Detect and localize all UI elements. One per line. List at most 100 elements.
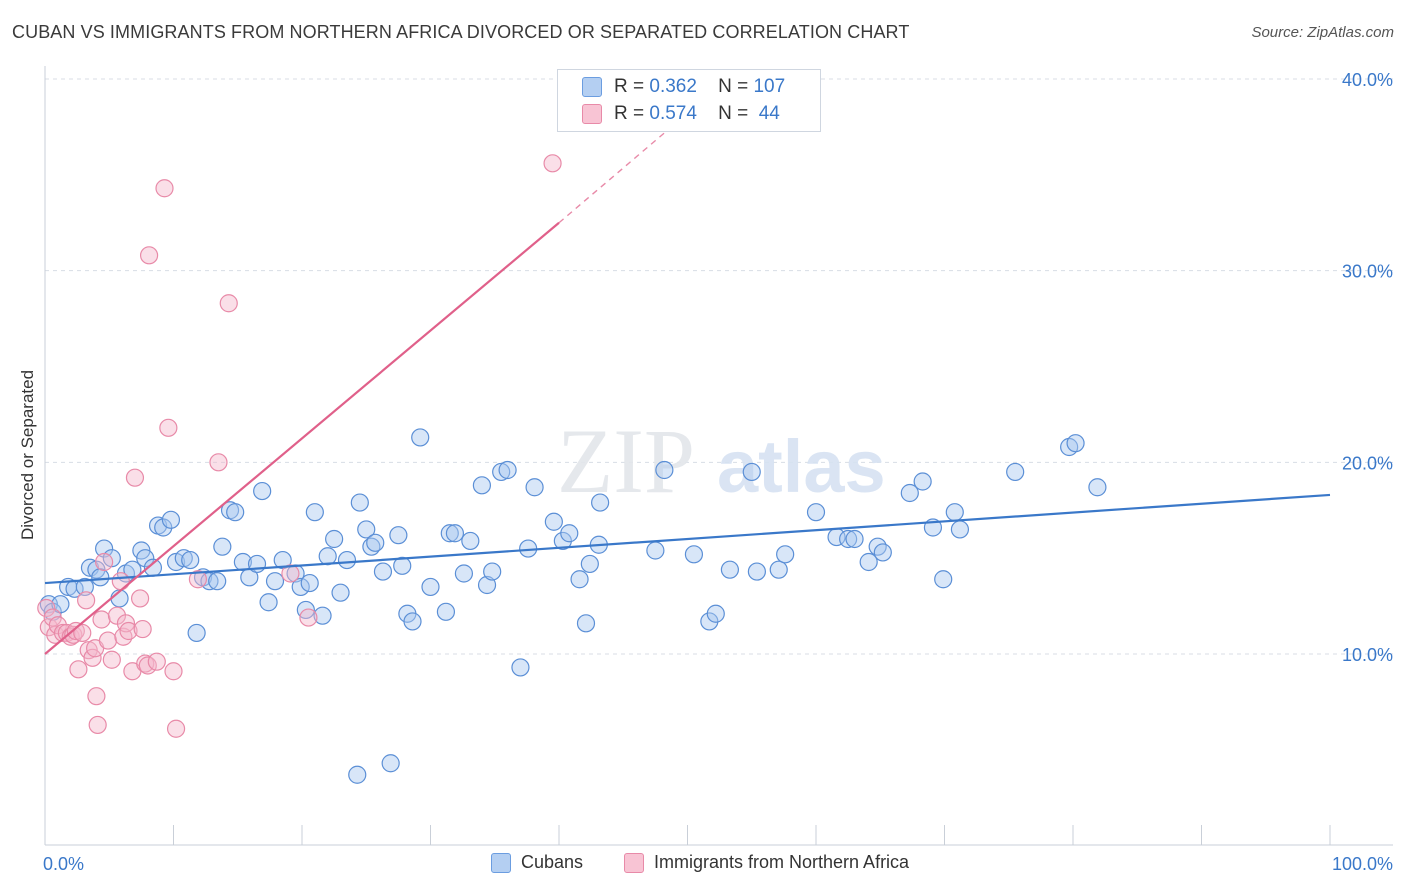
immigrants-points (37, 154, 562, 738)
x-tick-label: 100.0% (1332, 854, 1393, 874)
cubans-point (1006, 462, 1025, 482)
cubans-point (411, 428, 430, 447)
immigrants-point (37, 598, 56, 618)
cubans-trend-line (44, 493, 1331, 585)
grid-lines (45, 78, 1393, 655)
watermark-zip: ZIP (557, 410, 695, 512)
immigrants-point (66, 621, 85, 641)
cubans-point (1066, 434, 1085, 453)
immigrants-point (281, 564, 300, 583)
immigrants-legend-swatch (624, 853, 644, 874)
cubans-point (325, 529, 344, 549)
cubans-point (305, 503, 324, 522)
y-tick-label: 10.0% (1342, 645, 1393, 665)
cubans-point (945, 503, 964, 522)
cubans-point (403, 612, 422, 631)
cubans-point (366, 533, 385, 552)
cubans-point (208, 572, 227, 591)
cubans-point (313, 606, 332, 625)
immigrants-point (125, 468, 145, 487)
immigrants-point (130, 589, 150, 608)
cubans-legend-label: Cubans (521, 852, 584, 872)
immigrants-point (87, 687, 106, 706)
cubans-point (747, 562, 766, 581)
immigrants-point (209, 453, 228, 472)
cubans-point (913, 472, 932, 491)
source-credit: Source: ZipAtlas.com (1251, 24, 1394, 41)
cubans-point (357, 520, 376, 539)
cubans-point (839, 529, 858, 549)
immigrants-point (95, 552, 114, 572)
legend-row-immigrants: R = 0.574 N = 44 (582, 103, 780, 125)
cubans-point (655, 460, 674, 480)
cubans-point (511, 658, 530, 677)
immigrants-point (159, 418, 178, 437)
cubans-point (181, 550, 200, 570)
r-value-immigrants: 0.574 (649, 103, 697, 124)
cubans-point (1088, 478, 1107, 497)
cubans-point (934, 570, 953, 589)
cubans-point (161, 510, 181, 529)
immigrants-point (88, 715, 107, 735)
immigrants-point (136, 654, 155, 673)
cubans-point (213, 537, 232, 556)
immigrants-point (188, 570, 208, 589)
cubans-point (560, 524, 579, 543)
immigrants-point (102, 650, 121, 669)
cubans-point (646, 541, 665, 560)
cubans-point (873, 543, 892, 562)
immigrants-point (139, 246, 159, 265)
x-tick-labels: 0.0% 100.0% (43, 854, 1393, 874)
cubans-points (39, 428, 1107, 784)
immigrants-point (543, 154, 562, 173)
cubans-point (373, 562, 393, 581)
cubans-point (845, 529, 864, 549)
cubans-point (445, 524, 465, 543)
immigrants-point (166, 719, 186, 738)
cubans-point (461, 531, 480, 551)
cubans-point (684, 545, 704, 564)
n-value-cubans: 107 (753, 76, 786, 97)
cubans-point (259, 593, 278, 612)
cubans-point (454, 564, 474, 583)
cubans-point (393, 556, 412, 575)
cubans-point (337, 550, 357, 570)
cubans-point (154, 518, 173, 537)
cubans-point (51, 595, 70, 614)
cubans-point (273, 550, 292, 570)
cubans-point (348, 765, 367, 784)
cubans-point (492, 462, 511, 482)
legend-item-cubans[interactable]: Cubans (491, 852, 584, 874)
immigrants-point (119, 621, 138, 641)
n-label: N = (718, 76, 749, 97)
immigrants-trend-line (44, 221, 560, 655)
cubans-point (440, 524, 459, 543)
cubans-point (136, 549, 155, 568)
legend-item-immigrants[interactable]: Immigrants from Northern Africa (624, 852, 909, 874)
stats-legend: R = 0.362 N = 107 R = 0.574 N = 44 (557, 69, 821, 132)
cubans-point (291, 577, 310, 597)
cubans-point (91, 568, 110, 587)
immigrants-point (77, 591, 96, 610)
immigrants-point (61, 627, 80, 646)
watermark-atlas: atlas (717, 425, 886, 508)
immigrants-point (219, 294, 238, 313)
immigrants-point (98, 631, 118, 650)
r-label: R = (614, 103, 645, 124)
cubans-point (477, 575, 497, 595)
cubans-point (253, 481, 272, 501)
y-tick-label: 30.0% (1342, 262, 1393, 282)
immigrants-point (73, 623, 92, 643)
r-value-cubans: 0.362 (649, 76, 697, 97)
chart-title: CUBAN VS IMMIGRANTS FROM NORTHERN AFRICA… (12, 22, 910, 42)
immigrants-swatch (582, 103, 602, 124)
cubans-point (742, 462, 761, 482)
cubans-swatch (582, 76, 602, 97)
immigrants-point (155, 179, 174, 198)
immigrants-point (138, 656, 157, 675)
cubans-point (174, 549, 193, 568)
cubans-point (498, 460, 517, 480)
r-label: R = (614, 76, 645, 97)
cubans-point (576, 614, 596, 633)
